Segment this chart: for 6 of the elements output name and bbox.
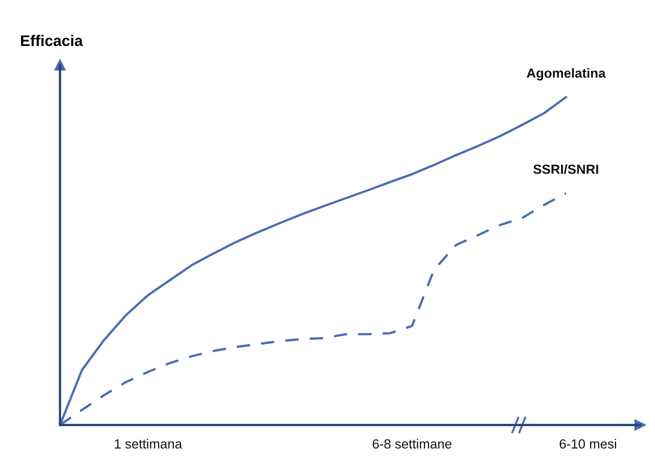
x-tick-label: 6-8 settimane: [372, 438, 452, 449]
x-tick-label: 1 settimana: [114, 438, 182, 449]
x-tick-label: 6-10 mesi: [560, 438, 616, 449]
y-axis-title: Efficacia: [21, 34, 83, 46]
series-label: Agomelatina: [526, 68, 606, 80]
series-label: SSRI/SNRI: [533, 164, 598, 174]
